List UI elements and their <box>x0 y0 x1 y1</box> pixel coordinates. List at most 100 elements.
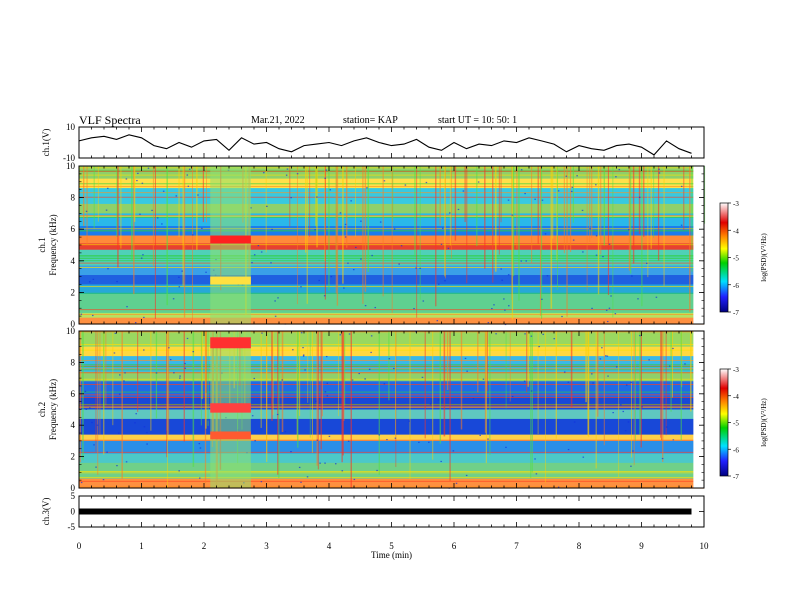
x-tick-label: 4 <box>327 541 332 551</box>
spectrum-impulse <box>424 331 426 439</box>
spectrum-speckle <box>631 275 633 277</box>
ch2-freq-axis-label: ch.2 <box>37 402 47 417</box>
spectrum-impulse <box>589 166 591 242</box>
spectrum-impulse <box>466 166 468 284</box>
spectrum-impulse <box>324 166 327 300</box>
spectrum-speckle <box>444 280 446 282</box>
spectrum-speckle <box>142 254 144 256</box>
spectrum-speckle <box>285 174 288 176</box>
spectrum-speckle <box>525 260 527 262</box>
spectrum-speckle <box>136 179 138 182</box>
spectrum-line <box>79 174 704 176</box>
spectrum-line <box>79 394 704 396</box>
burst-band <box>210 276 251 285</box>
spectrum-impulse <box>116 166 118 238</box>
no-data-strip <box>693 331 704 488</box>
burst-band <box>210 235 251 244</box>
spectrum-speckle <box>306 476 309 478</box>
spectrum-impulse <box>595 331 597 469</box>
spectrum-speckle <box>358 372 360 375</box>
spectrum-speckle <box>400 245 403 247</box>
spectrum-impulse <box>306 166 308 304</box>
spectrum-speckle <box>135 413 137 415</box>
spectrum-impulse <box>511 166 513 300</box>
spectrum-impulse <box>607 166 610 296</box>
start-time-label: start UT = 10: 50: 1 <box>438 115 518 126</box>
spectrum-speckle <box>197 194 199 196</box>
ch3-y-tick-label: 5 <box>71 491 76 501</box>
spectrum-speckle <box>576 175 578 177</box>
spectrum-speckle <box>620 404 622 406</box>
spectrum-speckle <box>610 295 612 297</box>
x-tick-label: 5 <box>389 541 394 551</box>
spectrum-impulse <box>93 166 95 229</box>
spectrum-band <box>79 249 704 267</box>
spectrum-speckle <box>347 262 349 264</box>
spectrum-impulse <box>476 166 478 247</box>
spectrum-speckle <box>250 207 252 209</box>
spectrum-speckle <box>491 307 493 310</box>
spectrum-speckle <box>368 368 371 370</box>
spectrum-speckle <box>504 309 506 311</box>
spectrum-speckle <box>134 321 137 324</box>
spectrum-line <box>79 244 704 246</box>
spectrum-impulse <box>454 166 457 241</box>
spectrum-impulse <box>555 331 557 439</box>
date-label: Mar.21, 2022 <box>251 115 305 126</box>
spectrum-speckle <box>606 355 609 357</box>
spectrum-impulse <box>477 331 479 393</box>
spectrum-speckle <box>618 168 621 171</box>
spectrum-speckle <box>107 268 109 270</box>
spectrum-speckle <box>370 335 373 337</box>
spectrum-impulse <box>355 166 356 237</box>
spectrum-speckle <box>179 377 181 379</box>
spectrum-impulse <box>641 166 643 307</box>
spectrum-speckle <box>622 410 625 413</box>
spectrum-speckle <box>615 176 617 178</box>
ch1-colorbar-tick-label: -4 <box>733 227 739 235</box>
spectrum-line <box>79 349 704 351</box>
spectrum-speckle <box>314 229 316 231</box>
spectrum-line <box>79 217 704 218</box>
spectrum-speckle <box>325 169 327 171</box>
ch2-freq-axis-label: Frequency (kHz) <box>48 379 58 440</box>
spectrum-impulse <box>640 331 642 448</box>
spectrum-speckle <box>263 172 265 174</box>
spectrum-speckle <box>178 470 180 472</box>
spectrum-impulse <box>591 166 593 239</box>
spectrum-impulse <box>647 166 649 278</box>
spectrum-line <box>79 369 704 371</box>
spectrum-speckle <box>376 469 378 472</box>
ch2-freq-tick-label: 10 <box>66 326 76 336</box>
spectrum-impulse <box>336 166 339 306</box>
spectrum-speckle <box>436 320 439 322</box>
spectrum-speckle <box>324 462 326 464</box>
spectrum-speckle <box>339 212 342 214</box>
spectrum-band <box>79 265 704 276</box>
spectrum-impulse <box>439 331 442 444</box>
spectrum-impulse <box>446 331 449 391</box>
spectrum-impulse <box>444 166 446 277</box>
spectrum-speckle <box>253 377 256 380</box>
spectrum-speckle <box>398 263 400 265</box>
burst-band <box>210 403 251 413</box>
spectrum-impulse <box>150 331 152 431</box>
spectrum-speckle <box>438 283 440 285</box>
spectrum-impulse <box>307 331 309 403</box>
spectrum-speckle <box>511 214 514 216</box>
spectrum-speckle <box>561 315 563 318</box>
spectrum-impulse <box>650 166 652 249</box>
spectrum-speckle <box>455 482 458 484</box>
ch2-freq-tick-label: 2 <box>71 452 76 462</box>
spectrum-impulse <box>585 331 587 403</box>
spectrum-speckle <box>116 465 118 467</box>
spectrum-band <box>79 434 704 442</box>
spectrum-line <box>79 368 704 370</box>
spectrum-speckle <box>88 281 91 283</box>
spectrum-speckle <box>538 345 540 348</box>
spectrum-speckle <box>413 307 415 310</box>
spectrum-line <box>79 192 704 194</box>
spectrum-speckle <box>143 349 145 351</box>
spectrum-speckle <box>147 167 150 169</box>
